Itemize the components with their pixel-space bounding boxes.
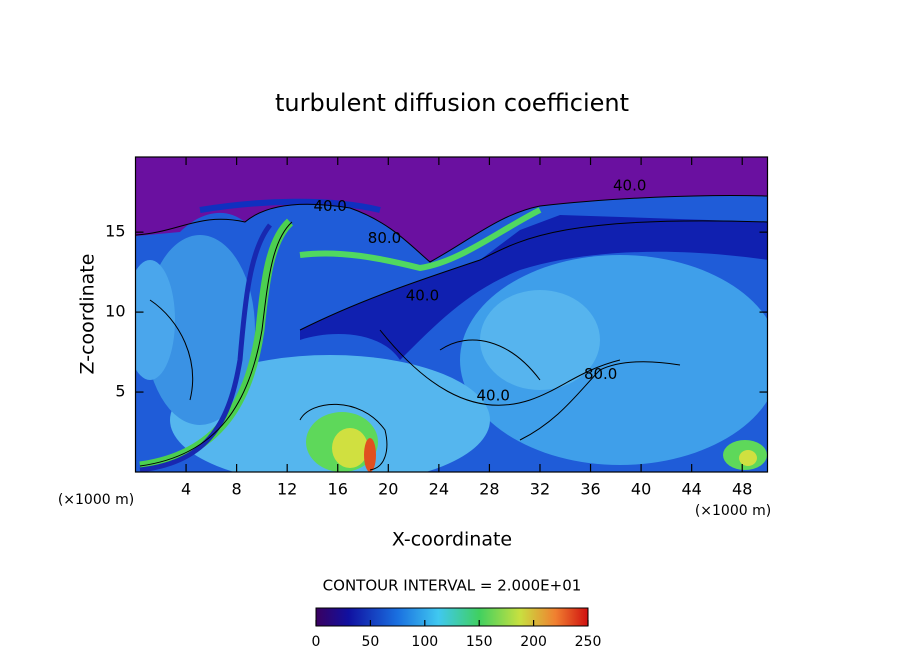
x-tick-label: 8 (232, 480, 242, 499)
contour-label: 40.0 (406, 287, 439, 305)
plot-frame (134, 156, 769, 473)
contour-label: 40.0 (477, 387, 510, 405)
x-tick-label: 16 (328, 480, 348, 499)
x-tick-label: 12 (277, 480, 297, 499)
x-axis-label: X-coordinate (392, 529, 512, 551)
contour-label: 80.0 (584, 365, 617, 383)
x-tick-label: 24 (429, 480, 449, 499)
x-tick-label: 20 (378, 480, 398, 499)
colorbar-tick-label: 250 (575, 634, 602, 650)
colorbar-tick-label: 200 (520, 634, 547, 650)
colorbar-tick-label: 150 (466, 634, 493, 650)
colorbar (315, 607, 589, 627)
y-axis-label: Z-coordinate (77, 254, 99, 375)
x-unit-label: (×1000 m) (58, 492, 134, 508)
x-tick-label: 48 (732, 480, 752, 499)
contour-label: 40.0 (313, 197, 346, 215)
x-tick-label: 40 (631, 480, 651, 499)
x-unit-label: (×1000 m) (695, 503, 771, 519)
colorbar-tick-label: 100 (411, 634, 438, 650)
y-tick-label: 5 (115, 382, 125, 401)
x-tick-label: 4 (181, 480, 191, 499)
contour-label: 80.0 (368, 229, 401, 247)
x-tick-label: 28 (479, 480, 499, 499)
colorbar-tick-label: 0 (312, 634, 321, 650)
x-tick-label: 32 (530, 480, 550, 499)
contour-interval: CONTOUR INTERVAL = 2.000E+01 (323, 577, 582, 595)
x-tick-label: 44 (681, 480, 701, 499)
colorbar-tick-label: 50 (361, 634, 379, 650)
contour-field (135, 157, 768, 472)
chart-title: turbulent diffusion coefficient (275, 89, 629, 117)
y-tick-label: 15 (105, 222, 125, 241)
x-tick-label: 36 (580, 480, 600, 499)
y-tick-label: 10 (105, 302, 125, 321)
contour-label: 40.0 (613, 176, 646, 194)
